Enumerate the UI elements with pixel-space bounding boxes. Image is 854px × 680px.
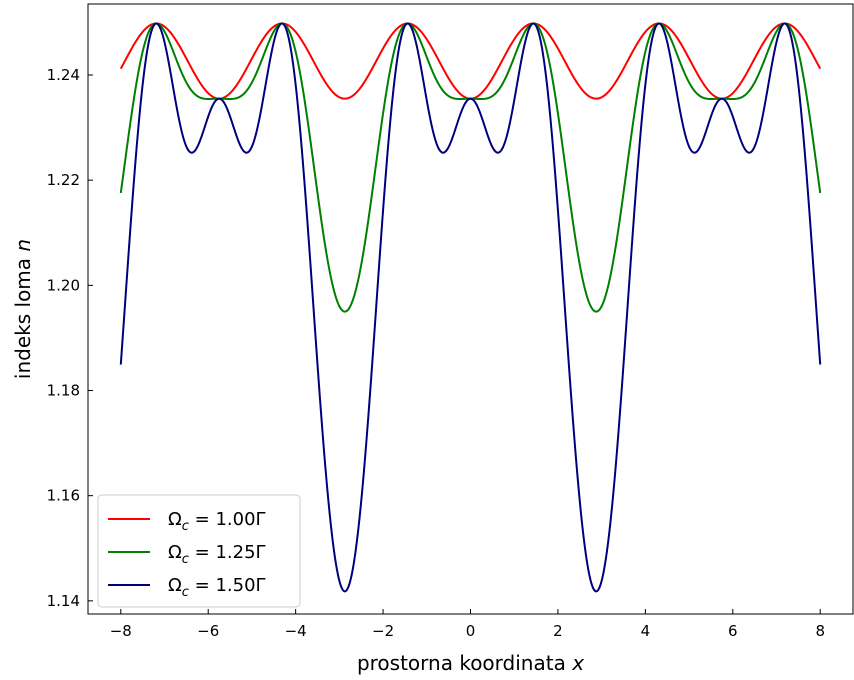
y-tick-label: 1.24 xyxy=(47,66,80,84)
x-tick-label: −2 xyxy=(372,622,394,640)
y-tick-label: 1.14 xyxy=(47,592,80,610)
legend-label-2: Ωc = 1.25Γ xyxy=(168,542,266,567)
y-axis-label: indeks loma n xyxy=(11,239,35,379)
x-tick-label: 8 xyxy=(815,622,825,640)
legend-box xyxy=(97,494,301,608)
x-tick-label: −8 xyxy=(110,622,132,640)
legend-label-1: Ωc = 1.00Γ xyxy=(168,509,266,534)
x-tick-label: 2 xyxy=(553,622,563,640)
legend-entry-1: Ωc = 1.00Γ xyxy=(108,509,266,534)
legend: Ωc = 1.00Γ Ωc = 1.25Γ Ωc = 1.50Γ xyxy=(97,494,301,608)
y-axis-ticks: 1.14 1.16 1.18 1.20 1.22 1.24 xyxy=(47,66,93,610)
y-tick-label: 1.16 xyxy=(47,487,80,505)
plot-area: −8 −6 −4 −2 0 2 4 6 8 1.14 1.16 1.18 1.20 1.22 1.24 xyxy=(47,3,854,640)
x-axis-label: prostorna koordinata x xyxy=(357,651,584,675)
legend-entry-3: Ωc = 1.50Γ xyxy=(108,575,266,600)
y-tick-label: 1.20 xyxy=(47,276,80,294)
y-tick-label: 1.18 xyxy=(47,382,80,400)
x-tick-label: 4 xyxy=(641,622,651,640)
series-line-1 xyxy=(119,22,822,100)
series-line-3 xyxy=(119,22,822,593)
x-tick-label: −6 xyxy=(197,622,219,640)
y-tick-label: 1.22 xyxy=(47,171,80,189)
x-tick-label: 0 xyxy=(466,622,476,640)
series-lines xyxy=(119,22,822,593)
x-axis-ticks: −8 −6 −4 −2 0 2 4 6 8 xyxy=(110,609,825,640)
legend-entry-2: Ωc = 1.25Γ xyxy=(108,542,266,567)
legend-label-3: Ωc = 1.50Γ xyxy=(168,575,266,600)
x-tick-label: 6 xyxy=(728,622,738,640)
series-line-2 xyxy=(119,22,822,313)
x-tick-label: −4 xyxy=(285,622,307,640)
